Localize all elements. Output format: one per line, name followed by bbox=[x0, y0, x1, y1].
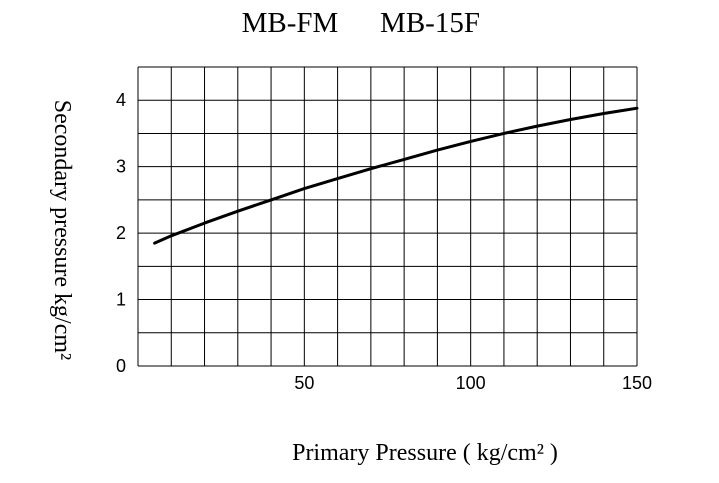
y-tick-label: 1 bbox=[116, 290, 126, 310]
chart-title-model-1: MB-FM bbox=[242, 7, 339, 39]
y-tick-labels: 0 1 2 3 4 bbox=[116, 90, 126, 376]
y-tick-label: 4 bbox=[116, 90, 126, 110]
series-group bbox=[153, 106, 639, 245]
y-tick-label: 2 bbox=[116, 223, 126, 243]
x-tick-labels: 50 100 150 bbox=[294, 373, 652, 393]
series-line bbox=[153, 106, 639, 245]
x-tick-label: 150 bbox=[622, 373, 652, 393]
x-axis-label: Primary Pressure ( kg/cm² ) bbox=[292, 440, 558, 466]
y-tick-label: 0 bbox=[116, 356, 126, 376]
chart-title-model-2: MB-15F bbox=[380, 7, 480, 39]
grid bbox=[137, 66, 638, 367]
x-tick-label: 100 bbox=[456, 373, 486, 393]
y-tick-label: 3 bbox=[116, 157, 126, 177]
x-tick-label: 50 bbox=[294, 373, 314, 393]
y-axis-label: Secondary pressure kg/cm² bbox=[49, 100, 75, 360]
